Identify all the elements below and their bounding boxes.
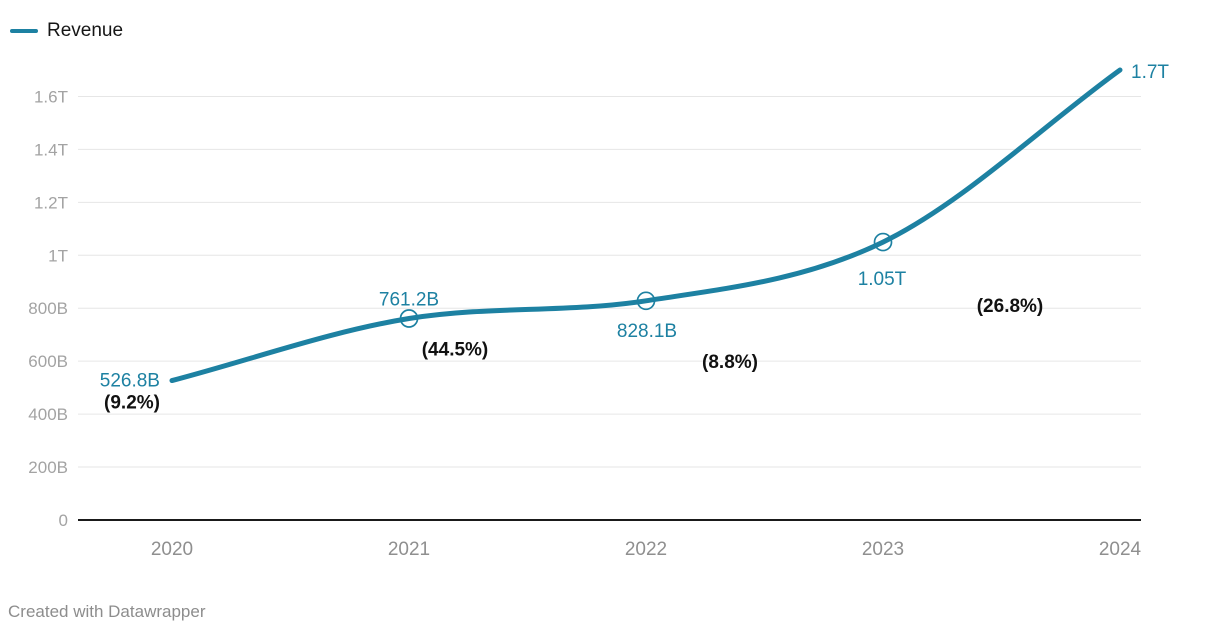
value-label: 761.2B (379, 290, 439, 311)
data-point-marker[interactable] (636, 291, 656, 311)
growth-label: (44.5%) (422, 340, 489, 361)
y-tick-label: 1.4T (34, 140, 68, 159)
y-tick-label: 600B (28, 352, 68, 371)
x-tick-label: 2022 (625, 539, 667, 560)
y-tick-label: 1.2T (34, 193, 68, 212)
revenue-line (169, 67, 1123, 384)
value-label: 828.1B (617, 321, 677, 342)
x-tick-label: 2020 (151, 539, 193, 560)
y-tick-label: 1.6T (34, 87, 68, 106)
x-tick-label: 2024 (1099, 539, 1142, 560)
value-label: 526.8B (100, 371, 160, 392)
x-tick-label: 2023 (862, 539, 904, 560)
y-tick-label: 0 (59, 511, 68, 530)
datawrapper-credit: Created with Datawrapper (8, 602, 206, 621)
y-tick-label: 1T (48, 246, 68, 265)
data-point-marker[interactable] (873, 232, 893, 252)
legend-label: Revenue (47, 20, 124, 41)
y-tick-label: 200B (28, 458, 68, 477)
data-point-marker[interactable] (399, 309, 419, 328)
legend-line-swatch (10, 29, 38, 33)
x-tick-label: 2021 (388, 539, 430, 560)
y-tick-label: 400B (28, 405, 68, 424)
legend: Revenue (10, 20, 123, 42)
growth-label: (9.2%) (104, 393, 160, 414)
value-label: 1.05T (858, 269, 907, 290)
y-tick-label: 800B (28, 299, 68, 318)
growth-label: (8.8%) (702, 352, 758, 373)
value-label: 1.7T (1131, 62, 1169, 83)
growth-label: (26.8%) (977, 296, 1044, 317)
